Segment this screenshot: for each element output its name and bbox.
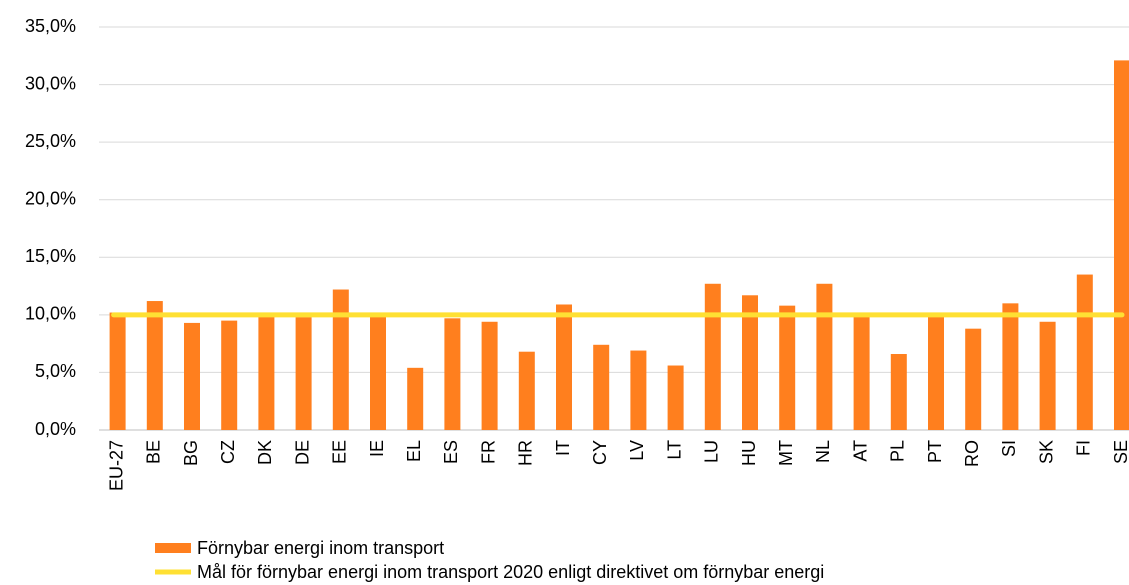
x-tick-label: PL [888, 440, 908, 462]
x-tick-label: CZ [218, 440, 238, 464]
bar [444, 318, 461, 430]
y-tick-label: 15,0% [25, 246, 76, 266]
x-tick-label: HU [739, 440, 759, 466]
legend-label: Mål för förnybar energi inom transport 2… [197, 562, 824, 582]
x-tick-label: EE [330, 440, 350, 464]
x-tick-label: HR [516, 440, 536, 466]
bar [667, 365, 684, 430]
x-tick-label: LV [627, 440, 647, 461]
bar [1114, 60, 1129, 431]
bar [742, 295, 758, 430]
x-tick-label: LT [664, 440, 684, 460]
x-tick-label: FI [1074, 440, 1094, 456]
bar [221, 320, 238, 430]
legend-label: Förnybar energi inom transport [197, 538, 444, 558]
legend-swatch [155, 543, 191, 553]
y-tick-label: 5,0% [35, 361, 76, 381]
y-tick-label: 20,0% [25, 188, 76, 208]
x-tick-label: CY [590, 440, 610, 465]
y-tick-label: 35,0% [25, 16, 76, 36]
x-tick-label: RO [962, 440, 982, 467]
bar [518, 351, 535, 430]
bar [816, 283, 833, 430]
x-tick-label: LU [702, 440, 722, 463]
bar [630, 350, 647, 430]
x-tick-label: SE [1111, 440, 1129, 464]
x-tick-label: IE [367, 440, 387, 457]
bar [779, 305, 796, 430]
x-tick-label: FR [478, 440, 498, 464]
bar [146, 301, 163, 430]
bar [370, 313, 386, 430]
x-tick-label: DE [292, 440, 312, 465]
x-tick-label: MT [776, 440, 796, 466]
x-tick-label: PT [925, 440, 945, 463]
x-tick-label: IT [553, 440, 573, 456]
bar [1076, 274, 1093, 430]
x-tick-label: NL [813, 440, 833, 463]
x-tick-label: EL [404, 440, 424, 462]
bar [184, 322, 200, 430]
bar [295, 317, 312, 430]
bar [593, 344, 610, 430]
x-tick-label: ES [441, 440, 461, 464]
bar [1002, 303, 1019, 430]
bar [332, 289, 349, 430]
bar [481, 321, 498, 430]
x-tick-label: SK [1036, 440, 1056, 464]
x-tick-label: BE [144, 440, 164, 464]
bar [853, 312, 870, 430]
x-tick-label: DK [255, 440, 275, 465]
bar [556, 304, 572, 430]
bar [407, 367, 424, 430]
bar [1039, 321, 1056, 430]
y-tick-label: 25,0% [25, 131, 76, 151]
x-tick-label: BG [181, 440, 201, 466]
y-tick-label: 0,0% [35, 419, 76, 439]
bar [704, 283, 721, 430]
y-tick-label: 30,0% [25, 73, 76, 93]
bar [258, 316, 275, 430]
bar [109, 312, 126, 430]
x-tick-label: AT [850, 440, 870, 462]
bar [890, 354, 907, 430]
y-tick-label: 10,0% [25, 304, 76, 324]
bar [928, 316, 944, 430]
bar [965, 328, 982, 430]
x-tick-label: SI [999, 440, 1019, 457]
x-tick-label: EU-27 [106, 440, 126, 491]
